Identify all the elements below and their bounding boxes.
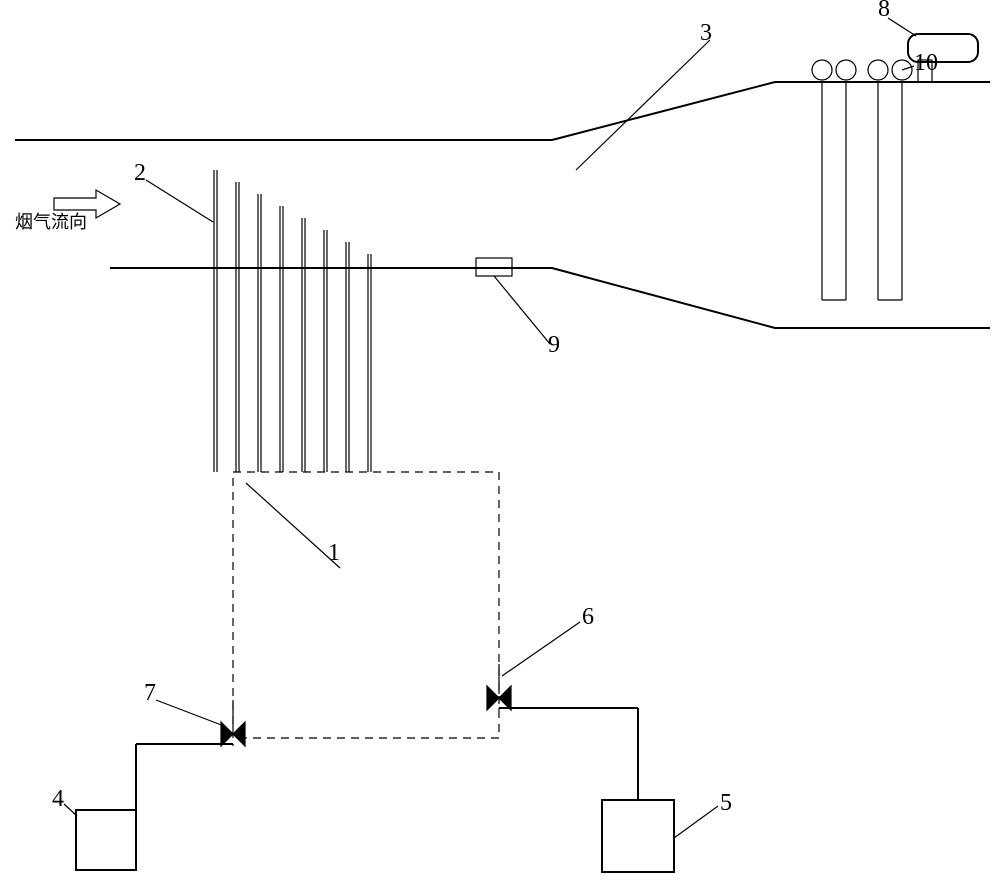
valve-right	[487, 664, 638, 800]
leader-9	[494, 276, 550, 344]
side-box-left	[76, 810, 136, 870]
leader-8	[888, 18, 916, 36]
leader-7	[156, 700, 224, 726]
leader-1	[246, 483, 340, 568]
tank-box	[233, 472, 499, 738]
probes	[812, 60, 912, 300]
label-5: 5	[720, 790, 732, 816]
pipe-bundle	[214, 170, 371, 472]
label-9: 9	[548, 332, 560, 358]
flow-direction-label: 烟气流向	[15, 212, 87, 232]
label-8: 8	[878, 0, 890, 22]
callouts: 1 2 3 4 5 6 7 8 9 10	[52, 0, 938, 838]
schematic-diagram: 烟气流向 1 2 3 4 5 6 7 8 9 10	[0, 0, 1000, 894]
label-4: 4	[52, 786, 64, 812]
valve-left	[136, 700, 245, 810]
label-10: 10	[914, 50, 938, 76]
leader-5	[674, 806, 718, 838]
side-box-right	[602, 800, 674, 872]
label-2: 2	[134, 160, 146, 186]
label-3: 3	[700, 20, 712, 46]
label-1: 1	[328, 540, 340, 566]
flow-arrow: 烟气流向	[15, 190, 120, 232]
label-6: 6	[582, 604, 594, 630]
label-7: 7	[144, 680, 156, 706]
duct-outline	[15, 82, 990, 328]
leader-2	[146, 180, 213, 222]
leader-6	[502, 622, 580, 676]
